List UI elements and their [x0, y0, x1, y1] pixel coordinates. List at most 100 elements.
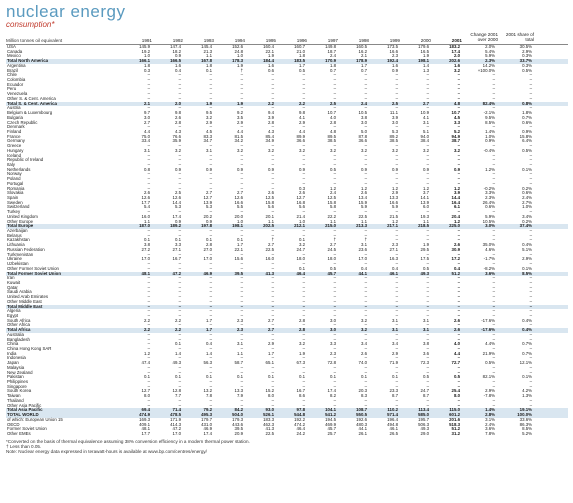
table-cell: 169.3	[139, 416, 150, 422]
table-cell: 192.4	[387, 58, 398, 64]
table-cell: –	[302, 171, 305, 177]
row-label: Iceland	[7, 152, 22, 158]
table-cell: 0.6%	[522, 119, 532, 125]
table-cell: 24.8	[234, 48, 243, 54]
table-cell: 5.9%	[485, 53, 495, 59]
table-cell: 8.7	[391, 393, 398, 399]
table-cell: –	[492, 171, 495, 177]
row-label: Uzbekistan	[7, 261, 29, 267]
table-cell: –	[529, 284, 532, 290]
table-cell: 0.4%	[522, 327, 532, 333]
table-cell: –	[302, 336, 305, 342]
row-label: Other S. & Cent. America	[7, 95, 56, 101]
table-cell: 2.6	[267, 190, 274, 196]
table-cell: 3.2	[360, 147, 367, 153]
table-cell: 76.6	[172, 133, 181, 139]
table-cell: 0.4%	[522, 242, 532, 248]
table-cell: –	[333, 331, 336, 337]
footnote: *Converted on the basis of thermal equiv…	[6, 438, 250, 444]
row-label: Other Africa	[7, 322, 30, 328]
table-row: South Korea 12.7 12.8 13.2 13.3 15.2 16.7 17.4 2…	[6, 389, 568, 394]
table-cell: 7.8%	[485, 430, 495, 436]
table-cell: 17.2	[451, 256, 460, 262]
table-cell: –	[302, 331, 305, 337]
table-cell: 8.5%	[485, 119, 495, 125]
table-cell: –	[529, 355, 532, 361]
table-cell: 166.5	[170, 58, 181, 64]
row-label: Switzerland	[7, 204, 30, 210]
table-cell: 2.9	[205, 119, 212, 125]
table-cell: –	[178, 275, 181, 281]
table-cell: 2.7	[267, 327, 274, 333]
table-row: Canada 19.2 18.2 21.3 24.8 22.1 21.0 18.7 16.2 16…	[6, 48, 568, 55]
table-cell: –	[364, 81, 367, 87]
row-label: Singapore	[7, 383, 27, 389]
table-cell: 3.1	[236, 341, 243, 347]
table-cell: –	[178, 209, 181, 215]
table-cell: 85.4	[265, 133, 274, 139]
table-row: Finland 4.4 4.3 4.5 4.4 4.3 4.4 4.8 5.0 5.3 5.1 5.2…	[6, 128, 568, 135]
table-cell: –	[529, 364, 532, 370]
table-cell: 46.9	[203, 270, 212, 276]
table-cell: –	[178, 279, 181, 285]
table-cell: –	[147, 77, 150, 83]
table-cell: –	[457, 176, 460, 182]
table-cell: 3.2	[267, 147, 274, 153]
table-cell: 2.8	[298, 327, 305, 333]
table-cell: 1.4	[205, 350, 212, 356]
table-cell: –	[209, 228, 212, 234]
table-cell: –	[178, 397, 181, 403]
table-cell: –	[333, 303, 336, 309]
table-cell: 409.1	[139, 421, 150, 427]
table-cell: 0.5	[422, 265, 429, 271]
table-cell: –	[178, 355, 181, 361]
table-cell: 2.8	[329, 119, 336, 125]
table-cell: 217.1	[387, 223, 398, 229]
table-cell: 1.9	[422, 53, 429, 59]
table-cell: –	[529, 157, 532, 163]
table-cell: 1.8	[143, 62, 150, 68]
table-cell: –	[457, 228, 460, 234]
table-cell: 5.2	[453, 128, 460, 134]
table-cell: 3.1	[143, 147, 150, 153]
table-cell: 0.7	[329, 67, 336, 73]
table-cell: 89.2	[389, 133, 398, 139]
table-cell: –	[302, 369, 305, 375]
table-cell: –	[364, 298, 367, 304]
table-cell: 110.2	[387, 407, 398, 413]
table-cell: 3.9	[453, 190, 460, 196]
table-cell: 3.2	[174, 147, 181, 153]
table-cell: –	[457, 308, 460, 314]
row-label: Other Middle East	[7, 298, 42, 304]
table-cell: –	[529, 237, 532, 243]
table-cell: –	[240, 105, 243, 111]
table-cell: 2.3	[391, 242, 398, 248]
year-header: 1999	[389, 38, 400, 43]
table-cell: –	[333, 261, 336, 267]
table-cell: 0.1	[329, 374, 336, 380]
table-cell: 4.3	[174, 128, 181, 134]
table-cell: –	[209, 176, 212, 182]
table-cell: –	[529, 105, 532, 111]
table-cell: 0.7%	[522, 114, 532, 120]
table-row: Slovakia 2.6 2.5 2.7 2.7 2.6 2.6 2.4 2.6 2.9 3.7 3.…	[6, 191, 568, 196]
table-cell: –	[302, 279, 305, 285]
table-cell: 0.7%	[522, 350, 532, 356]
table-cell: 145.4	[201, 44, 212, 49]
table-cell: 93.0	[265, 407, 274, 413]
table-cell: 3.0	[360, 119, 367, 125]
total-row: Total Europe 187.0 189.2 197.8 198.1 202.5 212…	[6, 223, 568, 230]
table-cell: –	[209, 322, 212, 328]
table-cell: 22.1	[234, 246, 243, 252]
table-cell: –	[271, 232, 274, 238]
table-cell: 8.0	[267, 393, 274, 399]
table-cell: –	[333, 152, 336, 158]
table-cell: 3.8	[143, 242, 150, 248]
table-cell: 3.8	[422, 341, 429, 347]
table-cell: 0.1	[174, 341, 181, 347]
table-cell: –	[178, 364, 181, 370]
table-cell: –	[178, 298, 181, 304]
table-cell: –	[364, 180, 367, 186]
row-label: Sweden	[7, 199, 23, 205]
table-cell: –	[271, 72, 274, 78]
